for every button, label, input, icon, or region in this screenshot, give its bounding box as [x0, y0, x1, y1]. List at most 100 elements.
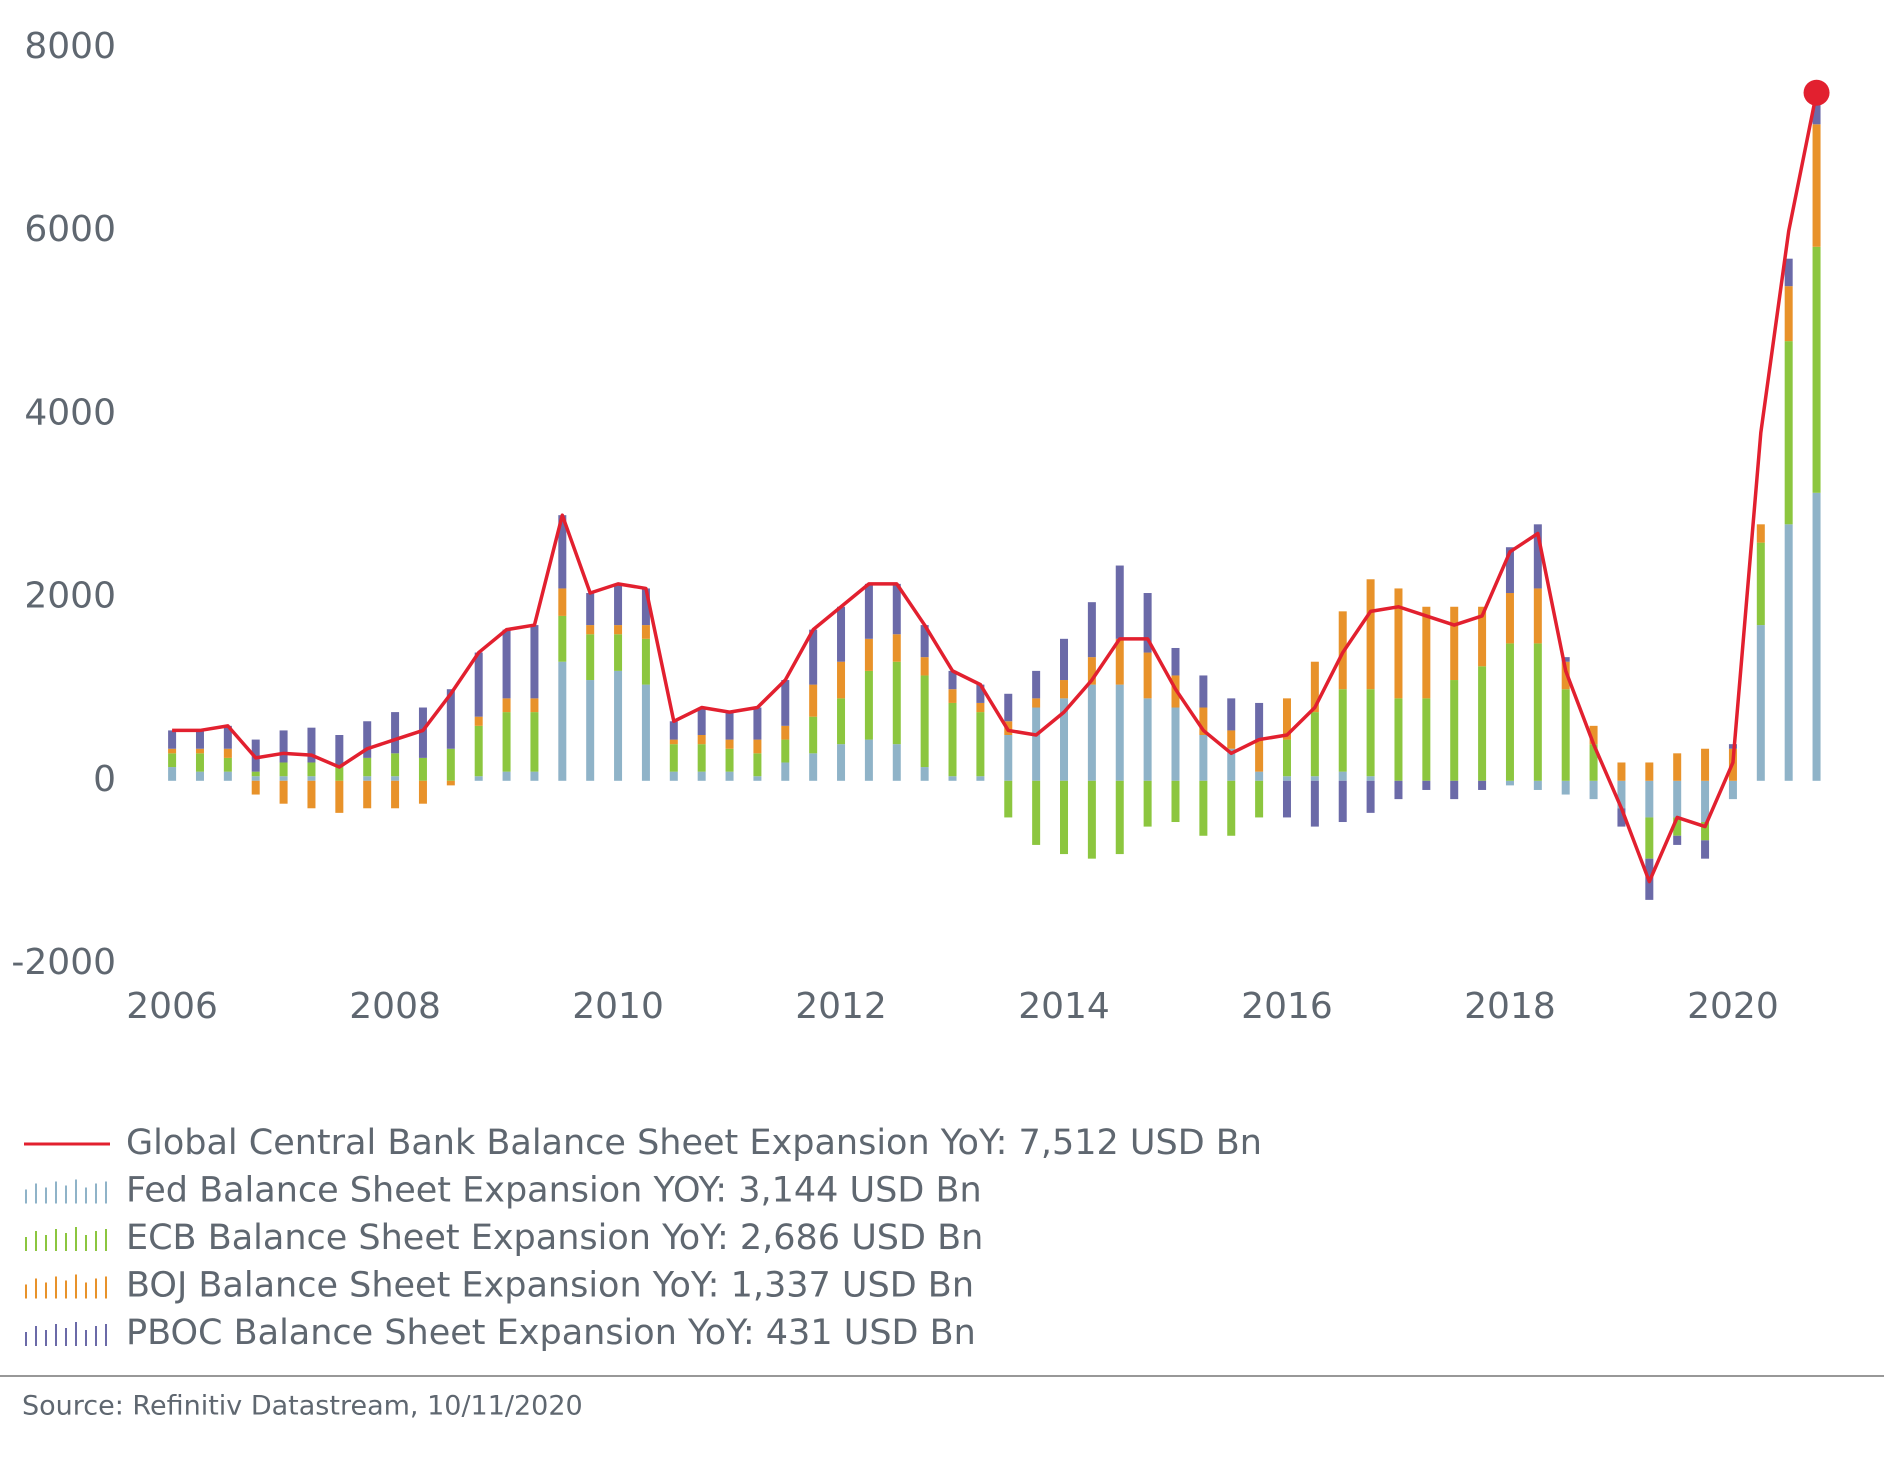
bar-segment — [837, 606, 846, 662]
bar-segment — [1032, 707, 1041, 781]
bar-segment — [391, 753, 400, 777]
bar-segment — [837, 744, 846, 781]
bar-segment — [279, 762, 288, 777]
bar-segment — [1032, 698, 1041, 708]
bar-segment — [391, 780, 400, 809]
bar-segment — [418, 780, 427, 804]
bar-segment — [279, 776, 288, 781]
bar-segment — [335, 767, 344, 781]
bar-segment — [307, 727, 316, 763]
bar-segment — [1617, 780, 1626, 809]
bar-segment — [168, 748, 177, 754]
bar-segment — [920, 657, 929, 676]
bar-segment — [920, 675, 929, 768]
bar-segment — [1227, 748, 1236, 781]
bar-segment — [1199, 707, 1208, 735]
bar-segment — [530, 625, 539, 699]
bar-segment — [1561, 689, 1570, 781]
bar-segment — [976, 684, 985, 703]
bar-segment — [558, 661, 567, 781]
bar-segment — [1338, 689, 1347, 772]
bar-segment — [697, 735, 706, 745]
bar-segment — [1282, 698, 1291, 740]
bar-segment — [1255, 702, 1264, 740]
bar-segment — [976, 712, 985, 777]
bar-segment — [1756, 625, 1765, 781]
bar-segment — [1227, 698, 1236, 731]
bar-segment — [335, 780, 344, 813]
x-tick-label: 2018 — [1464, 986, 1556, 1027]
bar-segment — [920, 767, 929, 781]
bar-segment — [1115, 565, 1124, 639]
bar-segment — [195, 753, 204, 772]
bar-segment — [1728, 780, 1737, 800]
bar-segment — [948, 702, 957, 777]
bar-segment — [1171, 780, 1180, 823]
bar-segment — [363, 721, 372, 758]
bar-segment — [1450, 606, 1459, 681]
bar-segment — [446, 689, 455, 749]
bar-segment — [586, 593, 595, 626]
bar-segment — [1338, 780, 1347, 823]
bar-segment — [1784, 341, 1793, 525]
bar-segment — [892, 744, 901, 781]
bar-segment — [474, 725, 483, 777]
bar-segment — [1310, 776, 1319, 781]
bar-segment — [669, 721, 678, 740]
x-tick-label: 2014 — [1018, 986, 1110, 1027]
source-note: Source: Refinitiv Datastream, 10/11/2020 — [22, 1391, 583, 1422]
bar-segment — [1227, 780, 1236, 836]
y-tick-label: 8000 — [24, 26, 116, 67]
bar-segment — [1617, 808, 1626, 827]
bar-segment — [335, 735, 344, 768]
bar-segment — [1645, 762, 1654, 781]
bar-segment — [502, 698, 511, 713]
bar-segment — [1812, 492, 1821, 781]
bar-segment — [1087, 657, 1096, 685]
bar-segment — [530, 771, 539, 781]
x-tick-label: 2006 — [126, 986, 218, 1027]
bar-segment — [781, 680, 790, 726]
bar-segment — [1366, 689, 1375, 777]
bar-segment — [1366, 776, 1375, 781]
bar-segment — [363, 780, 372, 809]
bar-segment — [1673, 753, 1682, 781]
bar-segment — [725, 739, 734, 749]
bar-segment — [586, 680, 595, 781]
bar-segment — [697, 744, 706, 772]
bar-segment — [1645, 817, 1654, 859]
bar-segment — [223, 725, 232, 749]
bar-segment — [530, 698, 539, 713]
bar-segment — [1505, 780, 1514, 786]
bar-segment — [168, 730, 177, 749]
bar-segment — [418, 757, 427, 781]
bar-segment — [558, 588, 567, 616]
bar-segment — [1533, 588, 1542, 644]
bar-segment — [1366, 780, 1375, 813]
bar-segment — [669, 744, 678, 772]
bar-segment — [1784, 258, 1793, 287]
bar-segment — [1366, 579, 1375, 690]
bar-segment — [809, 684, 818, 717]
bar-segment — [1087, 684, 1096, 781]
bar-segment — [1060, 698, 1069, 781]
bar-segment — [558, 615, 567, 662]
bar-segment — [781, 762, 790, 781]
bar-segment — [1394, 698, 1403, 781]
bar-segment — [614, 634, 623, 671]
bar-segment — [168, 767, 177, 781]
bar-segment — [1450, 780, 1459, 800]
bar-segment — [1115, 780, 1124, 855]
bar-segment — [641, 638, 650, 685]
y-tick-label: 4000 — [24, 392, 116, 433]
bar-segment — [809, 629, 818, 685]
bar-segment — [1533, 643, 1542, 781]
x-tick-label: 2012 — [795, 986, 887, 1027]
bar-segment — [1004, 780, 1013, 818]
bar-segment — [920, 625, 929, 658]
bar-segment — [279, 730, 288, 763]
legend-label: Global Central Bank Balance Sheet Expans… — [126, 1123, 1262, 1163]
bar-segment — [586, 625, 595, 635]
bar-segment — [809, 753, 818, 781]
bar-segment — [251, 780, 260, 795]
